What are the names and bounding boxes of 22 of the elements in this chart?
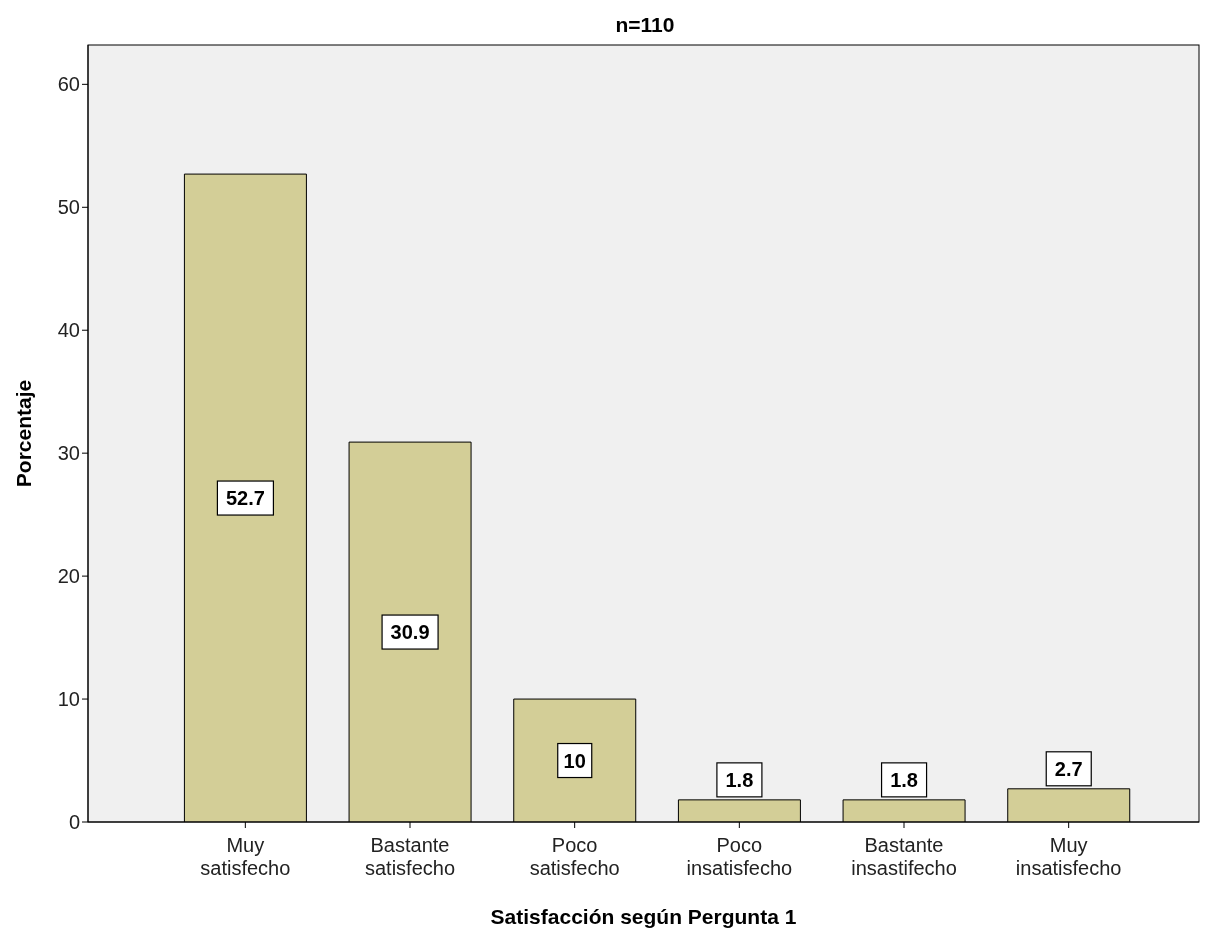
data-label: 30.9 [390,621,430,644]
data-label: 2.7 [1054,757,1083,780]
data-label: 10 [563,749,586,772]
y-tick-label: 50 [57,196,80,219]
y-axis-title: Porcentaje [12,379,36,488]
x-tick-label: Bastante satisfecho [364,834,456,879]
chart-title: n=110 [614,12,676,38]
data-label: 52.7 [225,487,265,510]
y-tick-label: 60 [57,73,80,96]
y-tick-label: 30 [57,442,80,465]
x-tick-label: Bastante insastifecho [851,834,957,879]
y-tick-label: 20 [57,565,80,588]
data-label: 1.8 [725,768,754,791]
y-tick-label: 40 [57,319,80,342]
y-tick-label: 10 [57,688,80,711]
data-label: 1.8 [890,768,918,791]
x-tick-label: Muy satisfecho [200,834,291,879]
x-axis-title: Satisfacción según Pergunta 1 [490,905,797,928]
x-tick-label: Poco satisfecho [529,834,620,879]
x-tick-label: Muy insatisfecho [1015,834,1122,879]
x-tick-label: Poco insatisfecho [686,834,793,879]
y-tick-label: 0 [68,811,80,834]
